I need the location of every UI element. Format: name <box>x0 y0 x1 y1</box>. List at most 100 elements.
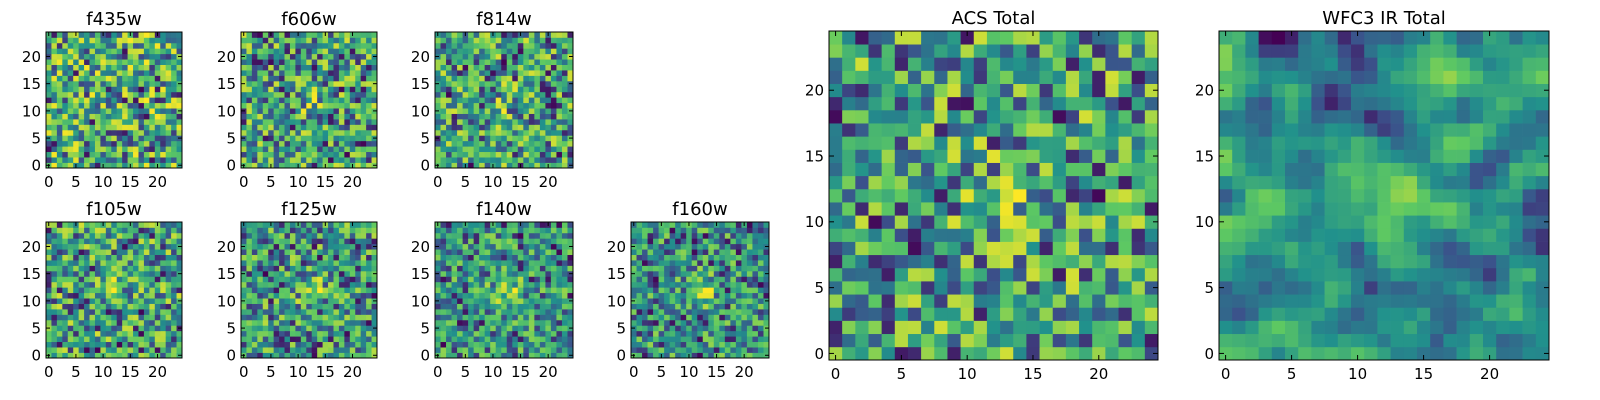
heatmap-cell <box>311 124 318 131</box>
heatmap-cell <box>241 86 247 93</box>
heatmap-cell <box>501 222 508 228</box>
heatmap-cell <box>127 53 134 60</box>
heatmap-cell <box>165 162 172 169</box>
heatmap-cell <box>647 330 654 337</box>
heatmap-cell <box>506 124 513 131</box>
heatmap-cell <box>1105 254 1119 269</box>
heatmap-cell <box>1039 333 1054 348</box>
heatmap-cell <box>273 341 280 348</box>
heatmap-cell <box>344 325 351 332</box>
heatmap-cell <box>484 325 491 332</box>
heatmap-cell <box>284 135 291 142</box>
heatmap-cell <box>741 298 748 304</box>
heatmap-cell <box>317 330 323 337</box>
heatmap-cell <box>561 330 568 337</box>
heatmap-cell <box>311 260 318 266</box>
heatmap-cell <box>360 151 367 158</box>
heatmap-cell <box>501 341 508 348</box>
heatmap-cell <box>713 298 720 304</box>
heatmap-cell <box>268 298 274 304</box>
heatmap-cell <box>322 319 329 326</box>
heatmap-cell <box>143 254 150 261</box>
heatmap-cell <box>94 298 101 304</box>
heatmap-cell <box>746 347 753 353</box>
heatmap-cell <box>149 238 156 245</box>
heatmap-cell <box>138 151 145 158</box>
heatmap-cell <box>51 254 58 261</box>
heatmap-cell <box>468 238 474 245</box>
heatmap-cell <box>355 227 362 234</box>
heatmap-cell <box>273 281 280 288</box>
heatmap-cell <box>241 157 247 163</box>
heatmap-cell <box>462 146 469 153</box>
heatmap-cell <box>446 336 452 343</box>
heatmap-cell <box>138 108 145 114</box>
heatmap-cell <box>165 32 172 38</box>
heatmap-cell <box>506 86 513 93</box>
heatmap-cell <box>752 292 759 299</box>
heatmap-cell <box>523 347 530 353</box>
x-tick-label: 15 <box>121 363 140 381</box>
heatmap-cell <box>78 70 85 76</box>
heatmap-cell <box>561 276 568 283</box>
heatmap-cell <box>116 75 123 82</box>
heatmap-cell <box>51 292 58 299</box>
heatmap-cell <box>127 75 134 82</box>
heatmap-cell <box>56 314 63 321</box>
heatmap-cell <box>446 265 452 272</box>
heatmap-cell <box>371 330 378 337</box>
heatmap-cell <box>539 48 546 55</box>
heatmap-cell <box>642 325 648 332</box>
heatmap-cell <box>143 292 150 299</box>
heatmap-cell <box>241 254 247 261</box>
heatmap-cell <box>697 265 704 272</box>
heatmap-cell <box>686 232 693 239</box>
heatmap-cell <box>501 59 508 65</box>
heatmap-cell <box>311 70 318 76</box>
heatmap-cell <box>730 265 737 272</box>
heatmap-cell <box>317 80 323 87</box>
heatmap-cell <box>451 135 458 142</box>
heatmap-cell <box>257 42 264 49</box>
heatmap-cell <box>328 303 334 310</box>
heatmap-cell <box>67 70 74 76</box>
heatmap-cell <box>636 243 643 250</box>
heatmap-cell <box>697 287 704 294</box>
heatmap-cell <box>881 254 896 269</box>
heatmap-cell <box>567 119 574 125</box>
heatmap-cell <box>51 135 58 142</box>
heatmap-cell <box>349 276 356 283</box>
heatmap-cell <box>735 292 742 299</box>
heatmap-cell <box>295 287 302 294</box>
heatmap-cell <box>338 64 345 71</box>
heatmap-cell <box>241 292 247 299</box>
heatmap-cell <box>669 265 676 272</box>
heatmap-cell <box>257 270 264 277</box>
heatmap-cell <box>89 80 96 87</box>
heatmap-cell <box>567 91 574 98</box>
heatmap-cell <box>1079 162 1093 177</box>
heatmap-cell <box>512 97 519 104</box>
heatmap-cell <box>133 151 139 158</box>
heatmap-cell <box>122 314 128 321</box>
heatmap-cell <box>763 341 770 348</box>
heatmap-cell <box>713 265 720 272</box>
heatmap-cell <box>960 346 975 361</box>
heatmap-cell <box>284 75 291 82</box>
heatmap-cell <box>289 102 296 109</box>
heatmap-cell <box>246 80 253 87</box>
heatmap-cell <box>484 352 491 359</box>
heatmap-cell <box>273 276 280 283</box>
heatmap-cell <box>556 151 563 158</box>
heatmap-cell <box>322 276 329 283</box>
heatmap-cell <box>462 59 469 65</box>
heatmap-cell <box>741 254 748 261</box>
heatmap-cell <box>143 243 150 250</box>
heatmap-cell <box>116 325 123 332</box>
heatmap-cell <box>523 102 530 109</box>
heatmap-cell <box>490 336 497 343</box>
heatmap-cell <box>84 70 90 76</box>
heatmap-cell <box>284 70 291 76</box>
heatmap-cell <box>176 309 183 315</box>
heatmap-cell <box>51 124 58 131</box>
